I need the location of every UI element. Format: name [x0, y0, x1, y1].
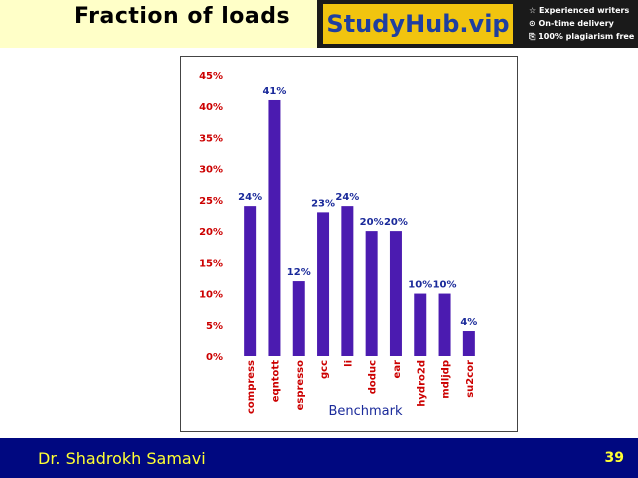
data-label: 20%	[384, 217, 408, 228]
x-tick-label: li	[343, 360, 354, 367]
x-tick-label: gcc	[319, 360, 330, 379]
y-tick-label: 45%	[199, 71, 223, 82]
slide-title: Fraction of loads	[74, 4, 291, 29]
bar	[341, 206, 354, 356]
x-tick-label: hydro2d	[416, 360, 427, 407]
x-tick-label: espresso	[295, 360, 306, 411]
data-label: 41%	[262, 86, 286, 97]
y-tick-label: 40%	[199, 102, 223, 113]
y-tick-label: 0%	[206, 352, 223, 363]
data-label: 23%	[311, 198, 335, 209]
bar	[244, 206, 257, 356]
brand-features: ☆ Experienced writers ⊙ On-time delivery…	[529, 4, 637, 43]
bar	[317, 212, 330, 356]
bar	[438, 293, 451, 356]
x-tick-label: su2cor	[465, 360, 476, 398]
bar	[389, 231, 402, 356]
brand-banner[interactable]: StudyHub.vip ☆ Experienced writers ⊙ On-…	[317, 0, 638, 48]
data-label: 10%	[408, 280, 432, 291]
x-tick-label: ear	[392, 360, 403, 379]
bar-chart: 0% 5% 10% 15% 20% 25% 30% 35% 40% 45% 24% compress 4…	[199, 71, 477, 419]
brand-feature-delivery: ⊙ On-time delivery	[529, 19, 614, 28]
data-label: 4%	[460, 317, 477, 328]
data-label: 20%	[360, 217, 384, 228]
brand-feature-writers: ☆ Experienced writers	[529, 6, 630, 15]
author-name: Dr. Shadrokh Samavi	[38, 449, 206, 468]
y-tick-label: 35%	[199, 133, 223, 144]
data-label: 10%	[433, 280, 457, 291]
brand-feature-plagiarism: ⎘ 100% plagiarism free	[529, 32, 635, 41]
footer-bar: Dr. Shadrokh Samavi 39	[0, 438, 638, 478]
data-label: 24%	[238, 192, 262, 203]
bar	[462, 331, 475, 356]
x-tick-label: doduc	[368, 360, 379, 394]
y-tick-label: 20%	[199, 227, 223, 238]
brand-name[interactable]: StudyHub.vip	[323, 4, 513, 44]
y-tick-label: 15%	[199, 258, 223, 269]
x-tick-label: eqntott	[270, 360, 281, 402]
y-tick-label: 10%	[199, 290, 223, 301]
x-tick-label: mdljdp	[441, 360, 452, 399]
y-tick-label: 5%	[206, 321, 223, 332]
bar	[365, 231, 378, 356]
data-label: 12%	[287, 267, 311, 278]
x-axis-label: Benchmark	[328, 404, 403, 419]
x-tick-label: compress	[246, 360, 257, 414]
y-tick-label: 30%	[199, 165, 223, 176]
bar	[268, 99, 281, 356]
chart-frame: 0% 5% 10% 15% 20% 25% 30% 35% 40% 45% 24% compress 4…	[180, 56, 518, 432]
bar	[292, 281, 305, 356]
data-label: 24%	[335, 192, 359, 203]
page-number: 39	[604, 450, 624, 466]
bar	[414, 293, 427, 356]
y-tick-label: 25%	[199, 196, 223, 207]
